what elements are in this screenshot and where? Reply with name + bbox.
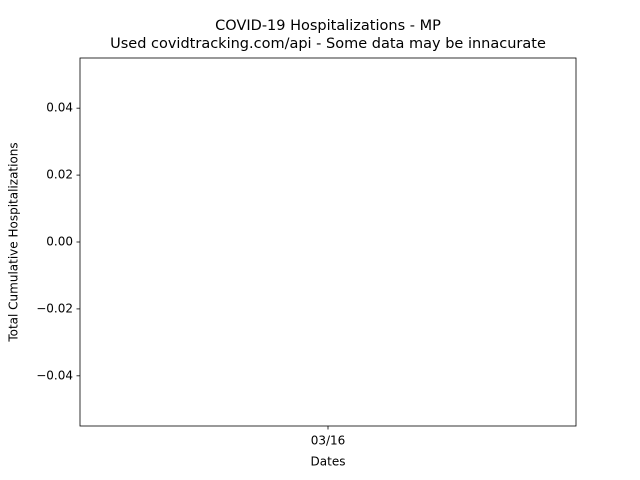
chart-title: COVID-19 Hospitalizations - MP xyxy=(215,18,441,34)
chart-subtitle: Used covidtracking.com/api - Some data m… xyxy=(110,36,546,52)
y-tick-label: −0.02 xyxy=(36,301,73,315)
plot-frame xyxy=(79,57,577,427)
x-axis-label: Dates xyxy=(311,455,346,469)
y-tick-label: 0.00 xyxy=(46,235,73,249)
x-tick-label: 03/16 xyxy=(311,434,346,448)
y-tick-label: −0.04 xyxy=(36,368,73,382)
y-tick-label: 0.02 xyxy=(46,168,73,182)
y-axis-label: Total Cumulative Hospitalizations xyxy=(7,142,21,342)
y-tick-label: 0.04 xyxy=(46,101,73,115)
